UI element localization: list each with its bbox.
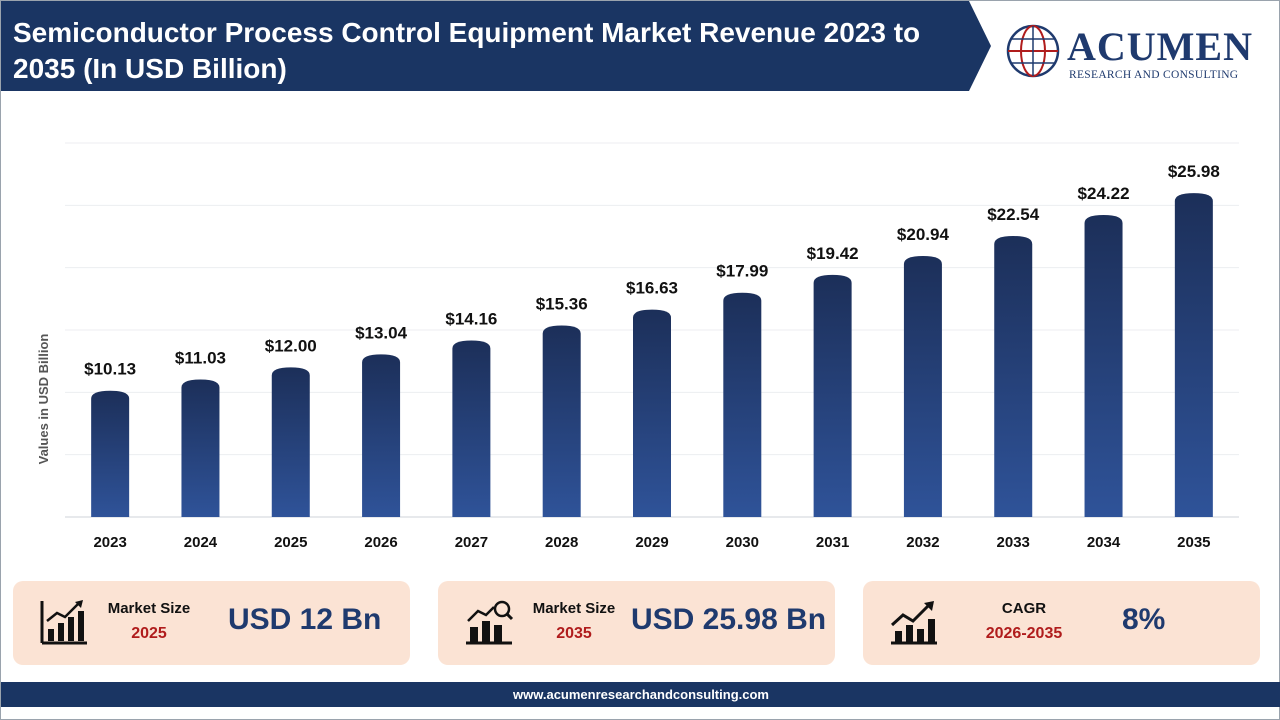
market-size-2025-card: Market Size 2025 USD 12 Bn [13,581,410,665]
acumen-logo: ACUMEN RESEARCH AND CONSULTING [1005,23,1265,83]
card-label: Market Size [532,600,616,617]
trend-up-icon [890,601,937,645]
data-label-2028: $15.36 [536,295,588,314]
footer-url: www.acumenresearchandconsulting.com [1,682,1280,707]
data-label-2035: $25.98 [1168,162,1220,181]
x-tick-2027: 2027 [455,534,488,551]
bar-2028 [542,325,581,517]
data-label-2023: $10.13 [84,360,136,379]
card-label: Market Size [107,600,191,617]
title-banner-shape [1,1,991,91]
chart-title: Semiconductor Process Control Equipment … [13,17,921,84]
x-tick-2034: 2034 [1087,534,1121,551]
bar-2029 [633,309,671,517]
data-label-2032: $20.94 [897,225,950,244]
bar-2024 [181,379,220,517]
bars [91,193,1213,517]
bar-2025 [271,367,310,517]
x-tick-2031: 2031 [816,534,849,551]
data-label-2024: $11.03 [175,348,226,367]
card-year: 2026-2035 [985,625,1063,642]
data-label-2033: $22.54 [987,205,1040,224]
bar-chart-search-icon [466,600,514,645]
logo-name: ACUMEN [1067,24,1253,69]
data-label-2025: $12.00 [265,336,317,355]
data-label-2030: $17.99 [716,262,768,281]
card-year: 2025 [131,625,167,642]
bar-2034 [1084,215,1123,517]
x-tick-2024: 2024 [184,534,218,551]
card-value: USD 12 Bn [228,603,382,636]
bar-2031 [813,274,852,517]
bar-2023 [91,390,130,517]
card-value: USD 25.98 Bn [631,603,827,636]
x-tick-2029: 2029 [635,534,668,551]
data-label-2031: $19.42 [807,244,859,263]
data-label-2026: $13.04 [355,323,408,342]
bar-2032 [903,255,942,517]
globe-icon [1006,24,1060,78]
x-tick-2023: 2023 [93,534,126,551]
x-tick-2026: 2026 [364,534,397,551]
data-label-2029: $16.63 [626,279,678,298]
data-label-2027: $14.16 [445,309,497,328]
x-tick-2028: 2028 [545,534,578,551]
data-labels: $10.13 $11.03 $12.00 $13.04 $14.16 $15.36 $16.… [84,162,1220,379]
x-tick-labels: 2023 2024 2025 2026 2027 2028 2029 2030 2031 2032… [93,534,1210,551]
bar-2035 [1174,193,1213,517]
data-label-2034: $24.22 [1078,184,1130,203]
x-tick-2025: 2025 [274,534,307,551]
card-label: CAGR [1001,600,1047,617]
x-tick-2035: 2035 [1177,534,1210,551]
y-axis-label: Values in USD Billion [36,334,51,465]
bar-2033 [994,236,1033,517]
bar-chart-growth-icon [40,600,87,645]
x-tick-2032: 2032 [906,534,939,551]
bar-2027 [452,340,491,517]
bar-chart: Values in USD Billion $10.13 $11.03 $12.00… [36,142,1239,551]
x-tick-2030: 2030 [726,534,759,551]
bar-2026 [362,354,401,517]
bar-2030 [723,292,762,517]
card-value: 8% [1122,603,1166,636]
cagr-card: CAGR 2026-2035 8% [863,581,1260,665]
x-tick-2033: 2033 [997,534,1030,551]
market-size-2035-card: Market Size 2035 USD 25.98 Bn [438,581,835,665]
card-year: 2035 [556,625,592,642]
logo-tagline: RESEARCH AND CONSULTING [1069,69,1239,81]
title-banner: Semiconductor Process Control Equipment … [1,1,991,91]
